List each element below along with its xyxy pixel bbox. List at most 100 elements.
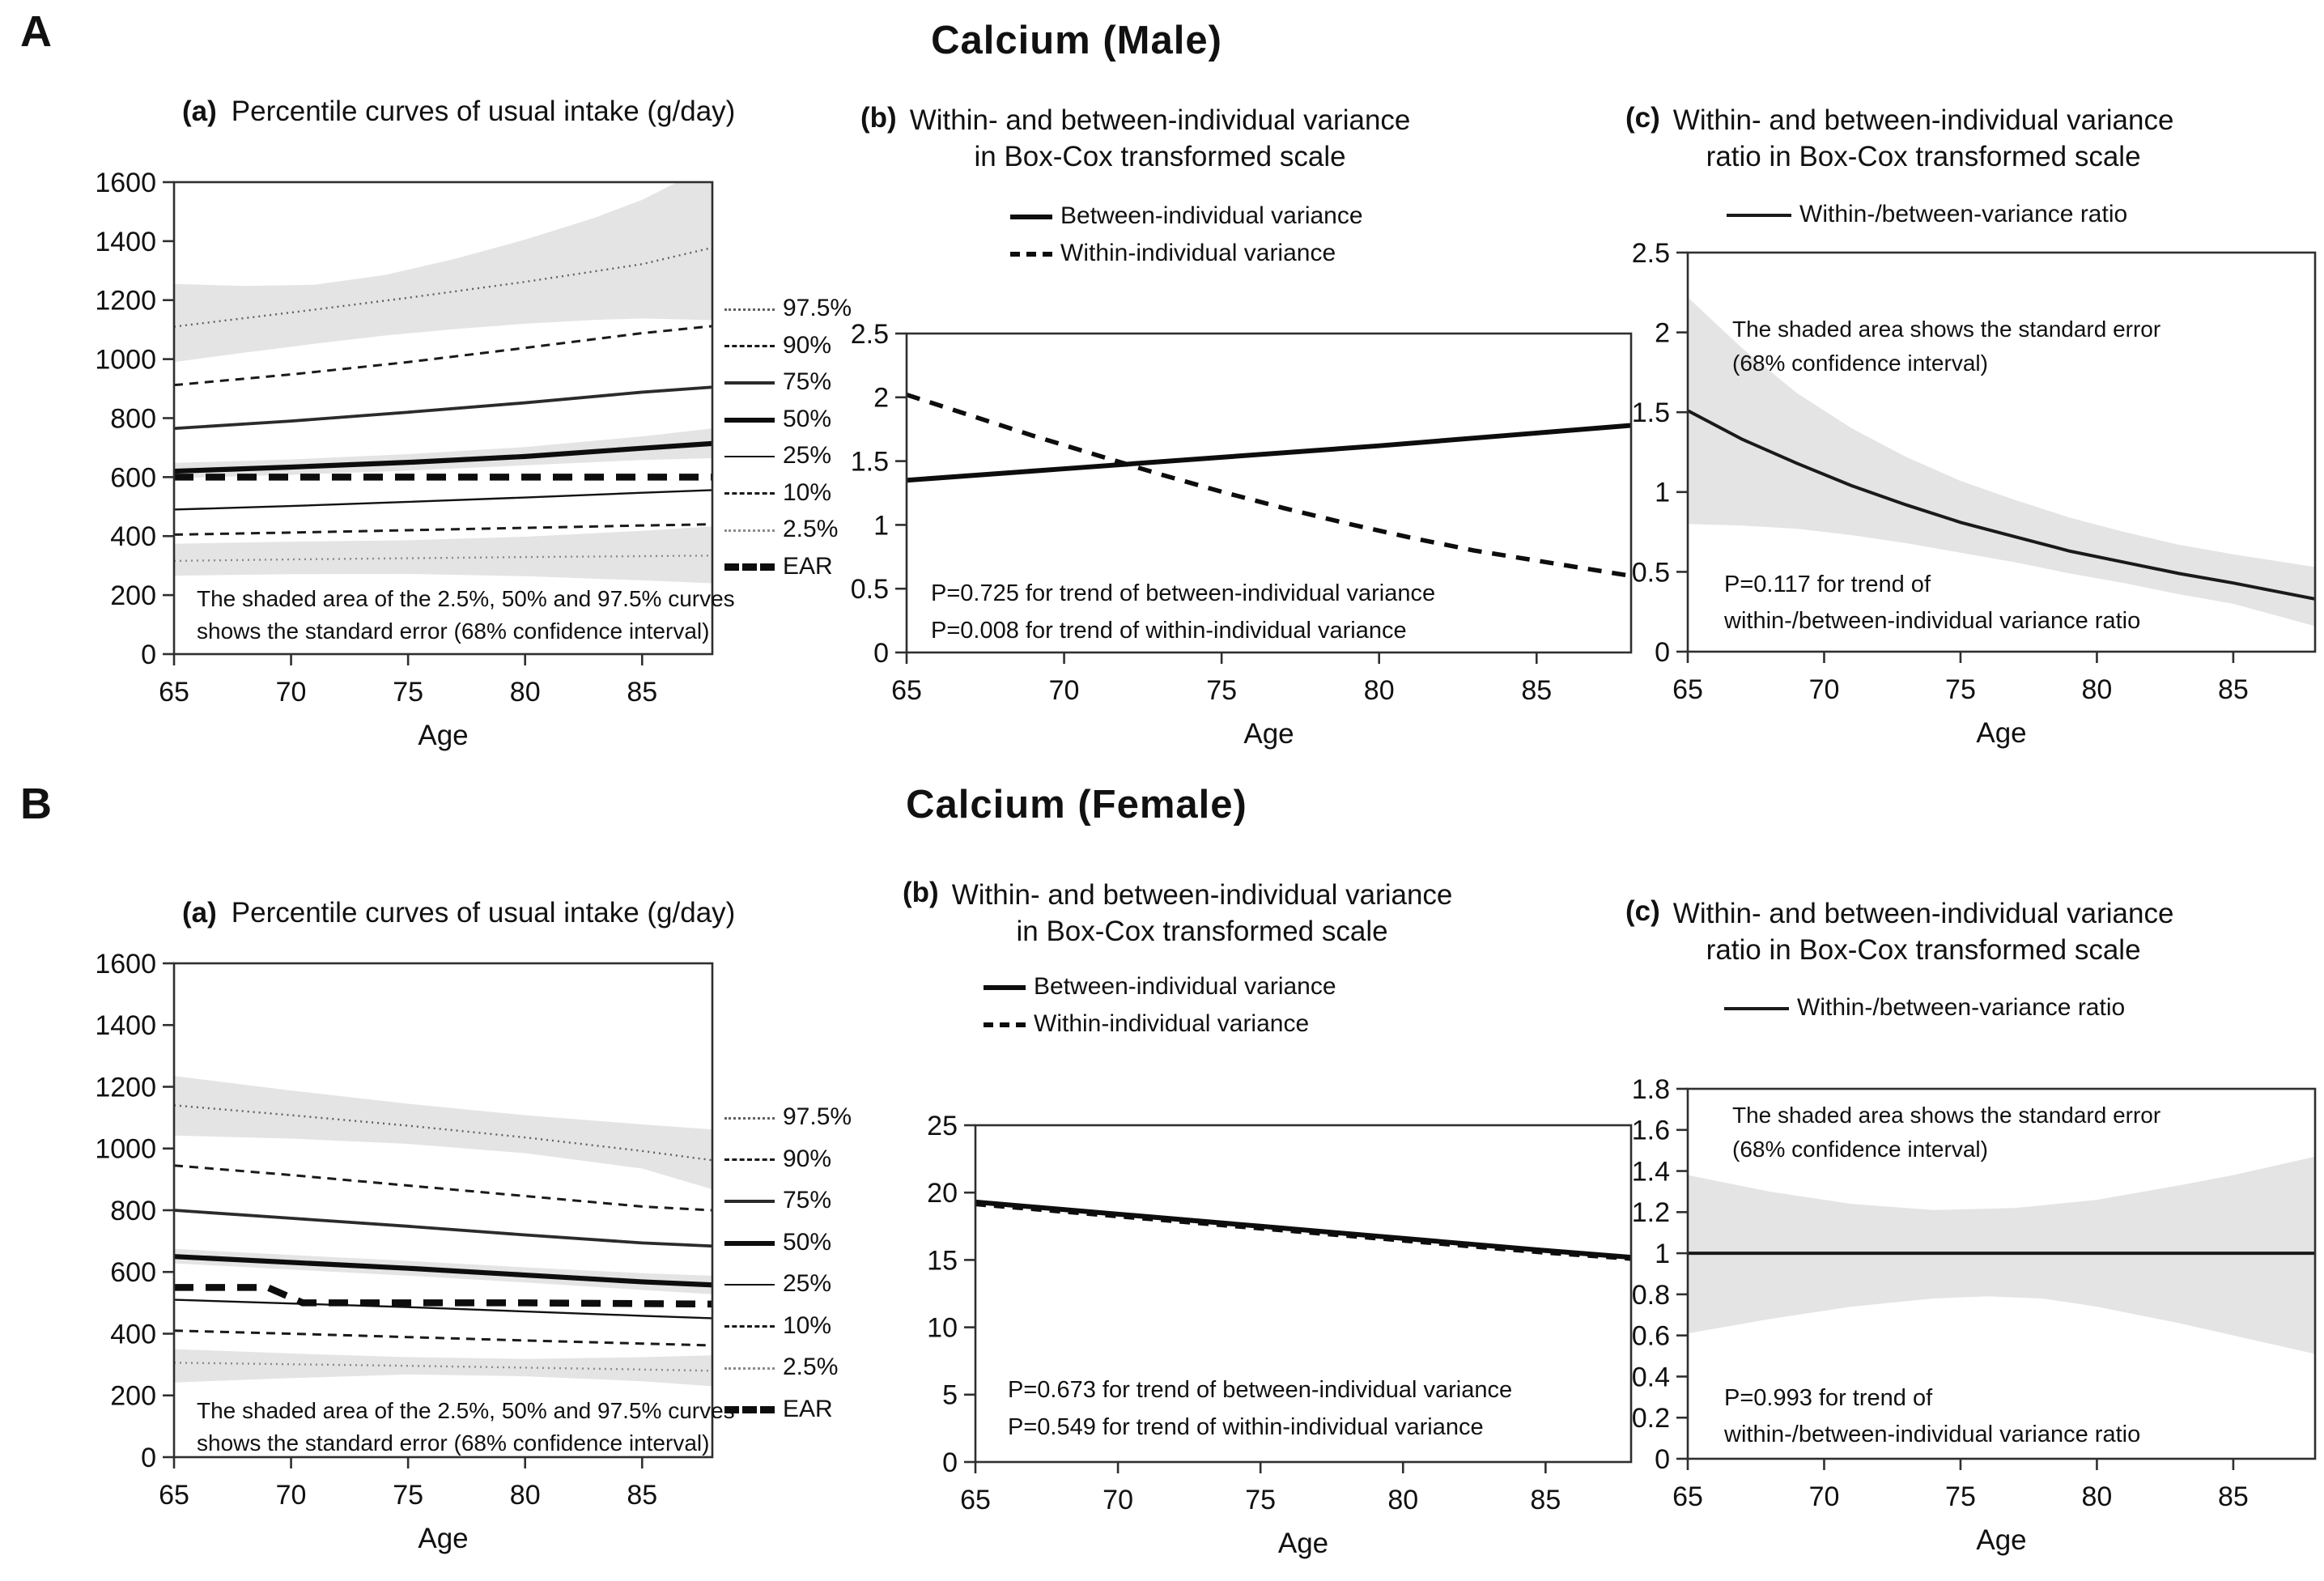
legend-label: 50% xyxy=(783,405,832,432)
line-sample-75-icon xyxy=(724,381,775,385)
panel-label: (c) xyxy=(1625,895,1660,927)
panel-label: (a) xyxy=(182,897,217,929)
svg-text:75: 75 xyxy=(1245,1485,1276,1515)
within-variance-line-icon xyxy=(1010,252,1052,257)
legend-label: Within-/between-variance ratio xyxy=(1797,994,2126,1021)
svg-text:70: 70 xyxy=(1103,1485,1133,1515)
title-line2: ratio in Box-Cox transformed scale xyxy=(1706,141,2141,172)
line-sample-25-icon xyxy=(724,456,775,458)
legend-label: 25% xyxy=(783,1270,832,1297)
panel-label: (c) xyxy=(1625,102,1660,134)
svg-text:1400: 1400 xyxy=(95,1010,156,1041)
svg-text:80: 80 xyxy=(510,677,541,708)
line-sample-90-icon xyxy=(724,1158,775,1162)
main-title-male: Calcium (Male) xyxy=(931,19,1222,62)
svg-text:1.4: 1.4 xyxy=(1632,1156,1670,1187)
svg-text:0.5: 0.5 xyxy=(1632,557,1670,588)
line-sample-50-icon xyxy=(724,417,775,423)
legend-item: Within-individual variance xyxy=(1010,235,1363,272)
legend-label: 25% xyxy=(783,442,832,469)
note-line2: shows the standard error (68% confidence… xyxy=(197,1430,710,1456)
svg-text:1.6: 1.6 xyxy=(1632,1116,1670,1146)
legend-item: 25% xyxy=(724,437,852,474)
note-line2: (68% confidence interval) xyxy=(1732,351,1988,376)
svg-text:1.5: 1.5 xyxy=(851,447,889,478)
ratio-line-icon xyxy=(1724,1007,1789,1011)
svg-text:70: 70 xyxy=(1809,674,1840,705)
svg-text:70: 70 xyxy=(276,677,307,708)
svg-text:0: 0 xyxy=(141,1443,156,1473)
svg-text:Age: Age xyxy=(418,720,468,751)
line-sample-90-icon xyxy=(724,345,775,348)
svg-text:0.6: 0.6 xyxy=(1632,1321,1670,1352)
between-variance-line-icon xyxy=(1010,215,1052,220)
svg-text:1000: 1000 xyxy=(95,1134,156,1165)
panel-title-text: Within- and between-individual variance … xyxy=(1673,895,2174,968)
title-line1: Within- and between-individual variance xyxy=(951,879,1453,911)
svg-text:200: 200 xyxy=(110,1381,156,1412)
svg-text:2: 2 xyxy=(1655,318,1670,349)
svg-text:80: 80 xyxy=(1387,1485,1418,1515)
line-sample-97.5-icon xyxy=(724,308,775,311)
variance-chart-female: 0 5 10 15 20 25 65 70 75 80 85 Age xyxy=(927,1111,1633,1559)
svg-text:0.8: 0.8 xyxy=(1632,1280,1670,1311)
title-line1: Within- and between-individual variance xyxy=(909,104,1411,136)
panel-label: (a) xyxy=(182,96,217,127)
shaded-area-note: The shaded area shows the standard error… xyxy=(1732,1099,2160,1167)
svg-text:85: 85 xyxy=(627,677,657,708)
legend-item: Within-individual variance xyxy=(984,1005,1336,1043)
svg-text:75: 75 xyxy=(1206,675,1237,706)
panel-label: (b) xyxy=(903,877,939,908)
legend-item: 90% xyxy=(724,327,852,364)
legend-label: 10% xyxy=(783,1311,832,1339)
legend-label: 10% xyxy=(783,478,832,506)
p-line2: P=0.008 for trend of within-individual v… xyxy=(931,618,1407,644)
line-sample-75-icon xyxy=(724,1200,775,1204)
legend-label: 50% xyxy=(783,1228,832,1256)
title-line1: Within- and between-individual variance xyxy=(1672,898,2174,929)
line-sample-25-icon xyxy=(724,1284,775,1286)
p-line1: P=0.993 for trend of xyxy=(1724,1385,1933,1411)
legend-label: EAR xyxy=(783,552,833,580)
svg-text:85: 85 xyxy=(627,1480,657,1511)
p-values-female-variance: P=0.673 for trend of between-individual … xyxy=(1008,1371,1512,1446)
panel-b-female-title: (b) Within- and between-individual varia… xyxy=(903,877,1452,950)
percentile-legend-male: 97.5% 90% 75% 50% 25% 10% 2.5% EAR xyxy=(724,290,852,584)
panel-c-male-title: (c) Within- and between-individual varia… xyxy=(1625,102,2173,175)
svg-text:0: 0 xyxy=(141,640,156,670)
svg-text:65: 65 xyxy=(960,1485,991,1515)
svg-text:1: 1 xyxy=(1655,478,1670,508)
svg-text:10: 10 xyxy=(927,1313,958,1344)
note-line2: (68% confidence interval) xyxy=(1732,1137,1988,1162)
ratio-legend-male: Within-/between-variance ratio xyxy=(1727,196,2127,233)
percentile-chart-male: 0 200 400 600 800 1000 1200 1400 1600 65 70 75 80 85 A… xyxy=(95,168,714,751)
legend-item: Between-individual variance xyxy=(984,968,1336,1005)
svg-text:20: 20 xyxy=(927,1178,958,1209)
svg-text:1600: 1600 xyxy=(95,168,156,198)
title-line2: in Box-Cox transformed scale xyxy=(1016,916,1388,947)
legend-label: 90% xyxy=(783,331,832,359)
svg-text:1: 1 xyxy=(873,510,889,541)
legend-item: 50% xyxy=(724,1222,852,1264)
p-line1: P=0.117 for trend of xyxy=(1724,572,1931,597)
svg-text:0: 0 xyxy=(942,1447,958,1478)
legend-label: 2.5% xyxy=(783,516,839,542)
svg-text:5: 5 xyxy=(942,1380,958,1411)
legend-item: Within-/between-variance ratio xyxy=(1724,989,2125,1026)
title-line2: ratio in Box-Cox transformed scale xyxy=(1706,934,2141,966)
svg-text:1600: 1600 xyxy=(95,949,156,980)
svg-text:80: 80 xyxy=(2082,674,2113,705)
svg-text:65: 65 xyxy=(1672,1481,1703,1512)
svg-text:Age: Age xyxy=(1243,718,1294,750)
ratio-chart-male: 0 0.5 1 1.5 2 2.5 65 70 75 80 85 Age xyxy=(1632,238,2317,749)
note-line1: The shaded area of the 2.5%, 50% and 97.… xyxy=(197,1398,735,1423)
p-line1: P=0.673 for trend of between-individual … xyxy=(1008,1377,1513,1403)
ratio-chart-female: 0 0.2 0.4 0.6 0.8 1 1.2 1.4 1.6 1.8 65 70 75 80 85 Age xyxy=(1632,1074,2317,1556)
panel-a-female-title: (a) Percentile curves of usual intake (g/… xyxy=(182,897,735,929)
svg-text:65: 65 xyxy=(159,1480,189,1511)
legend-item: 2.5% xyxy=(724,1346,852,1388)
panel-label: (b) xyxy=(860,102,897,134)
p-line1: P=0.725 for trend of between-individual … xyxy=(931,580,1436,606)
p-line2: within-/between-individual variance rati… xyxy=(1724,1422,2141,1447)
legend-item: EAR xyxy=(724,548,852,585)
